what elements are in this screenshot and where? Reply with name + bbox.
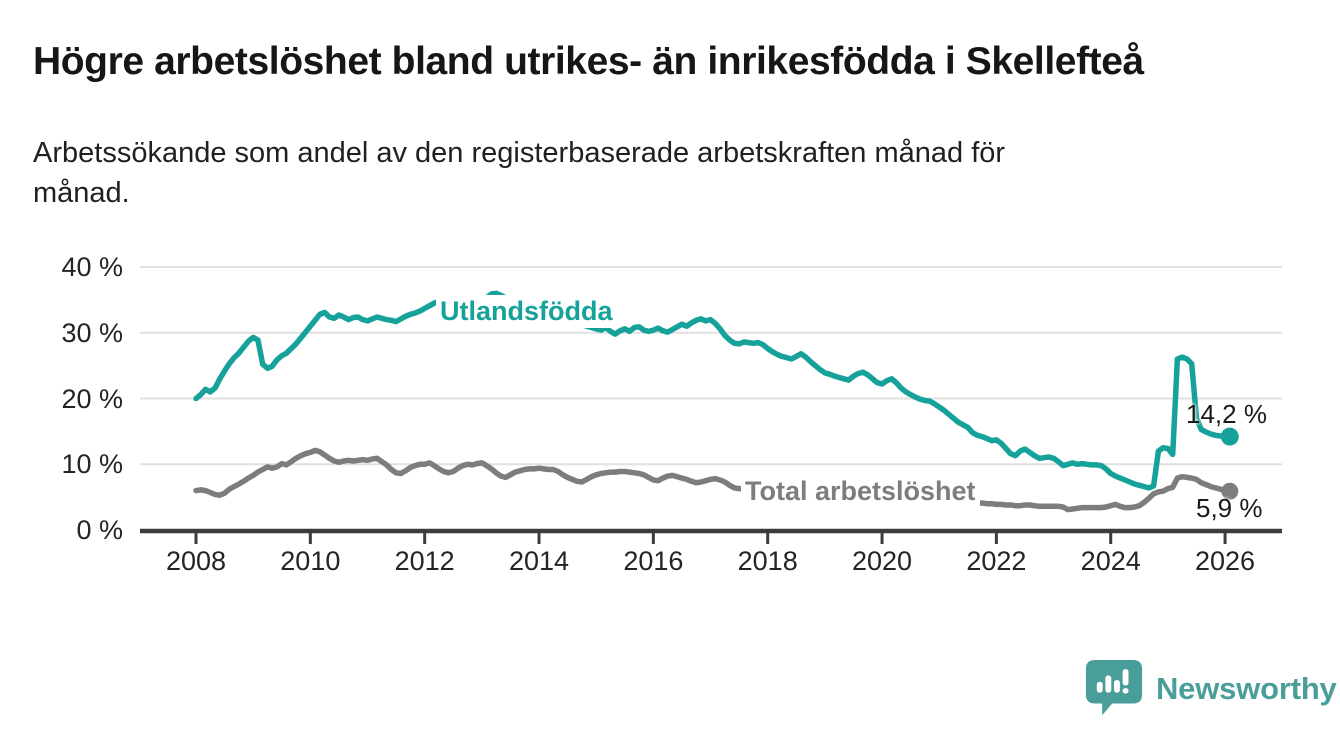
series-label-foreign-born: Utlandsfödda (436, 295, 617, 328)
x-tick-label: 2020 (851, 546, 913, 576)
end-value-label-foreign-born: 14,2 % (1186, 399, 1267, 429)
x-tick-label: 2016 (623, 546, 684, 576)
x-tick-label: 2026 (1195, 546, 1256, 576)
series-line-foreign (193, 290, 1233, 491)
x-tick-label: 2014 (508, 546, 570, 576)
x-tick-label: 2008 (165, 546, 227, 576)
exclamation-bar (1122, 669, 1129, 686)
x-axis: 2008 2010 2012 2014 2016 2018 2020 2022 2024 2026 (0, 546, 1340, 580)
page-title: Högre arbetslöshet bland utrikes- än inr… (33, 40, 1144, 83)
x-tick-label: 2024 (1080, 546, 1141, 576)
x-tick-label: 2010 (280, 546, 341, 576)
x-tick-label: 2018 (737, 546, 798, 576)
x-tick-label: 2022 (966, 546, 1027, 576)
series-label-total: Total arbetslöshet (741, 475, 980, 508)
bar-chart-bar-2 (1105, 675, 1112, 693)
y-tick-label: 30 % (61, 317, 123, 348)
y-tick-label: 10 % (61, 449, 123, 480)
y-tick-label: 20 % (61, 383, 123, 414)
series-line-total (193, 447, 1233, 513)
newsworthy-logo-icon (1085, 660, 1143, 716)
series-end-dot-foreign (1220, 427, 1239, 446)
chart-subtitle-line2: månad. (33, 177, 130, 209)
x-tick-label: 2012 (394, 546, 455, 576)
y-axis: 40 % 30 % 20 % 10 % 0 % (13, 0, 123, 600)
y-tick-label: 40 % (61, 252, 123, 282)
chart-subtitle-line1: Arbetssökande som andel av den registerb… (33, 137, 1006, 169)
newsworthy-logo-text: Newsworthy (1156, 671, 1337, 706)
newsworthy-logo: Newsworthy (1085, 659, 1337, 719)
bar-chart-bar-3 (1114, 679, 1120, 693)
exclamation-dot (1122, 688, 1129, 694)
series-end-dot-total (1221, 482, 1239, 500)
chart-subtitle: Arbetssökande som andel av den registerb… (33, 133, 1273, 213)
y-tick-label: 0 % (76, 515, 123, 545)
bar-chart-bar-1 (1096, 681, 1103, 693)
end-value-label-total: 5,9 % (1196, 493, 1263, 523)
